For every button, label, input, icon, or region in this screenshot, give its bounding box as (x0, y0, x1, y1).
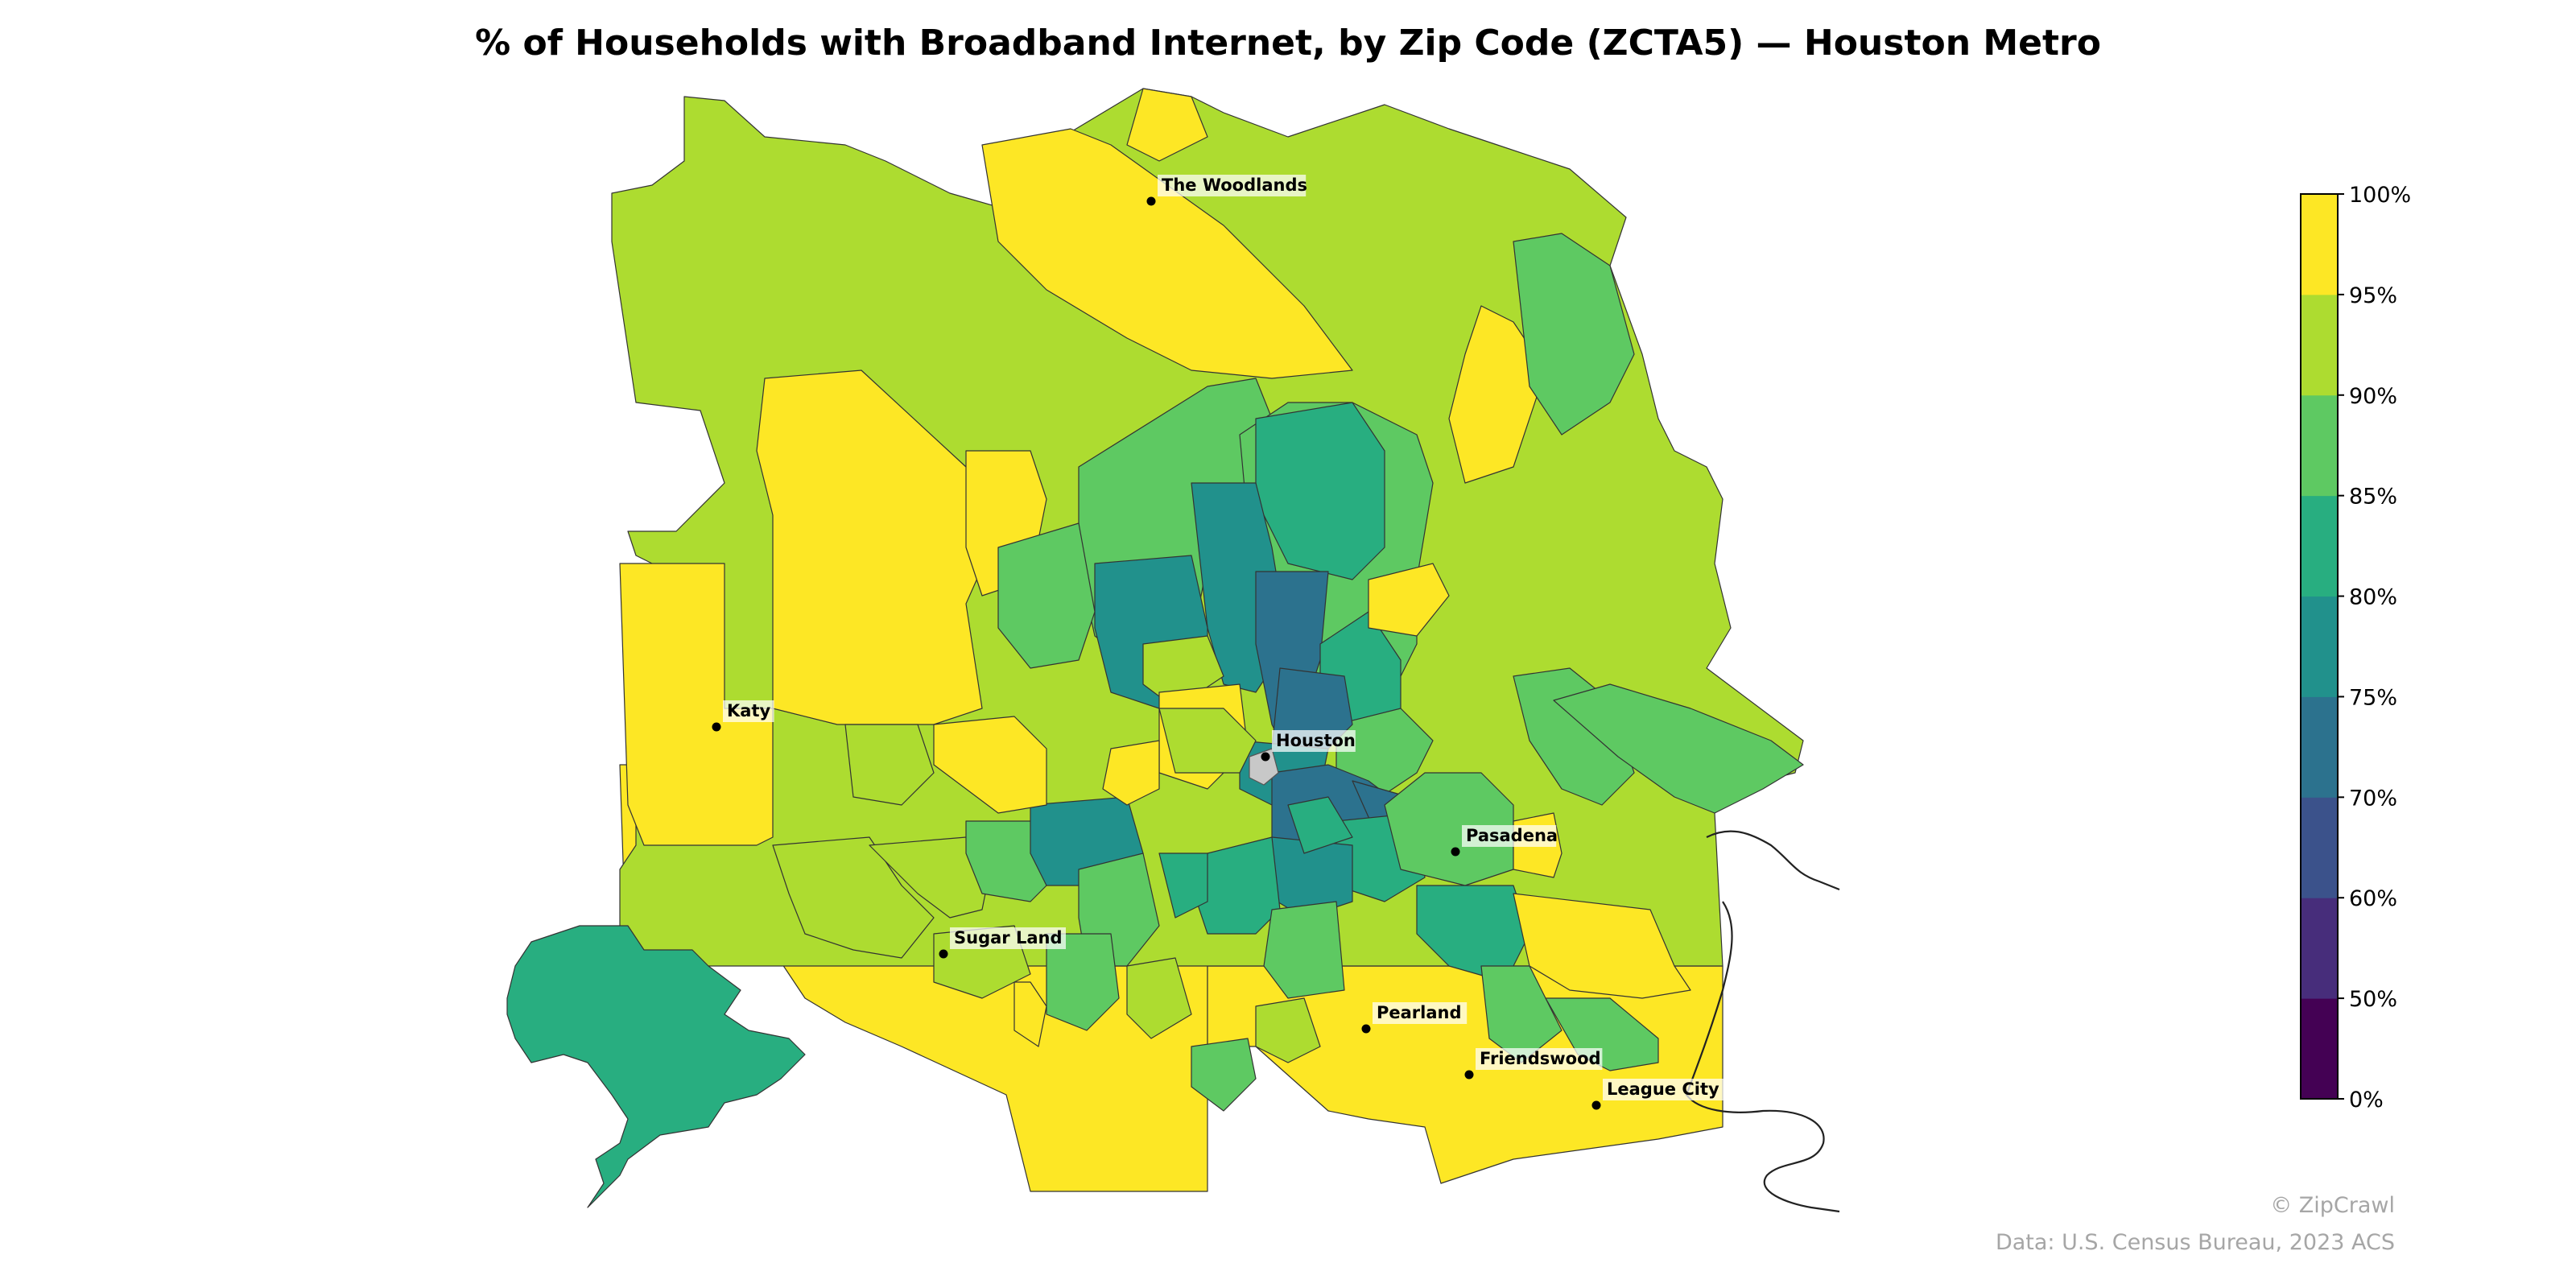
colorbar-segment (2301, 898, 2338, 999)
colorbar-segment (2301, 394, 2338, 497)
zip-region (1368, 563, 1450, 637)
colorbar-tick-label: 70% (2349, 786, 2397, 811)
city-marker: Pasadena (1451, 825, 1558, 857)
zip-region (1046, 933, 1120, 1031)
zip-region (1191, 1038, 1257, 1112)
city-label: Pasadena (1466, 826, 1558, 845)
bay-coastline (1685, 830, 1840, 1213)
zip-region (933, 716, 1047, 814)
city-dot (1261, 752, 1270, 762)
copyright-credit: © ZipCrawl (2270, 1193, 2395, 1218)
city-marker: The Woodlands (1146, 175, 1307, 206)
city-label: Houston (1276, 731, 1356, 750)
zip-region (1158, 708, 1257, 774)
city-label-background (1603, 1079, 1730, 1100)
zip-region (1513, 893, 1691, 999)
city-marker: Sugar Land (939, 927, 1066, 959)
colorbar-tick-label: 85% (2349, 485, 2397, 510)
city-marker: Friendswood (1464, 1048, 1603, 1080)
city-label-background (1373, 1002, 1468, 1024)
zip-region (981, 128, 1353, 379)
zip-region (619, 563, 774, 846)
data-source-credit: Data: U.S. Census Bureau, 2023 ACS (1995, 1230, 2395, 1255)
city-label-background (723, 700, 774, 722)
colorbar-tick-label: 75% (2349, 685, 2397, 710)
city-label-background (1476, 1048, 1603, 1070)
colorbar-segment (2301, 696, 2338, 798)
zip-region (756, 369, 999, 725)
colorbar-segment (2301, 596, 2338, 697)
colorbar-tick-label: 60% (2349, 886, 2397, 911)
city-label: The Woodlands (1162, 175, 1307, 195)
colorbar-segment (2301, 797, 2338, 898)
city-label-background (1272, 730, 1356, 752)
colorbar-tick-label: 100% (2349, 183, 2411, 208)
zip-region (1158, 852, 1208, 919)
colorbar-tick-label: 90% (2349, 384, 2397, 409)
city-label-background (1462, 825, 1557, 847)
city-marker: Katy (712, 700, 774, 732)
no-data-region (1249, 748, 1279, 786)
zip-region (1126, 957, 1192, 1039)
city-label: Friendswood (1480, 1049, 1601, 1068)
zip-region (997, 522, 1096, 669)
map-title: % of Households with Broadband Internet,… (475, 23, 2101, 64)
city-marker: League City (1591, 1079, 1730, 1110)
colorbar-segment (2301, 495, 2338, 597)
zip-region (1553, 683, 1804, 814)
zip-region (1263, 901, 1345, 999)
colorbar-tick-label: 80% (2349, 585, 2397, 610)
zip-region (1255, 997, 1321, 1063)
zip-region (1102, 740, 1160, 806)
zip-region (506, 925, 806, 1208)
colorbar-legend: 0% 50% 60% 70% 75% 80% 85% 90% 95% 100% (2300, 183, 2411, 1113)
city-dot (939, 949, 948, 959)
colorbar-segment (2301, 194, 2338, 295)
city-dot (1146, 196, 1156, 206)
colorbar-tick-label: 50% (2349, 987, 2397, 1012)
city-label: League City (1607, 1080, 1719, 1099)
city-label: Pearland (1377, 1003, 1462, 1022)
colorbar-tick-label: 95% (2349, 283, 2397, 308)
zip-region (1513, 233, 1635, 436)
zip-region (844, 724, 935, 806)
city-dot (1591, 1100, 1601, 1110)
colorbar-segment (2301, 998, 2338, 1100)
city-label: Katy (727, 701, 770, 720)
city-label: Sugar Land (954, 928, 1062, 947)
city-label-background (1158, 175, 1307, 196)
colorbar-frame (2300, 193, 2339, 1100)
city-marker: Houston (1261, 730, 1356, 762)
zip-region (1480, 965, 1563, 1063)
city-dot (1464, 1070, 1474, 1080)
city-markers: The Woodlands Katy Houston Pasadena Sugar La… (712, 175, 1730, 1110)
city-dot (1361, 1024, 1371, 1034)
city-dot (1451, 847, 1460, 857)
city-label-background (950, 927, 1066, 949)
zip-regions (506, 88, 1804, 1208)
zip-region (1013, 981, 1047, 1047)
city-marker: Pearland (1361, 1002, 1468, 1034)
zip-region (1126, 88, 1208, 162)
colorbar-segment (2301, 294, 2338, 396)
city-dot (712, 722, 721, 732)
zip-region (1287, 796, 1353, 854)
colorbar-tick-label: 0% (2349, 1088, 2384, 1113)
